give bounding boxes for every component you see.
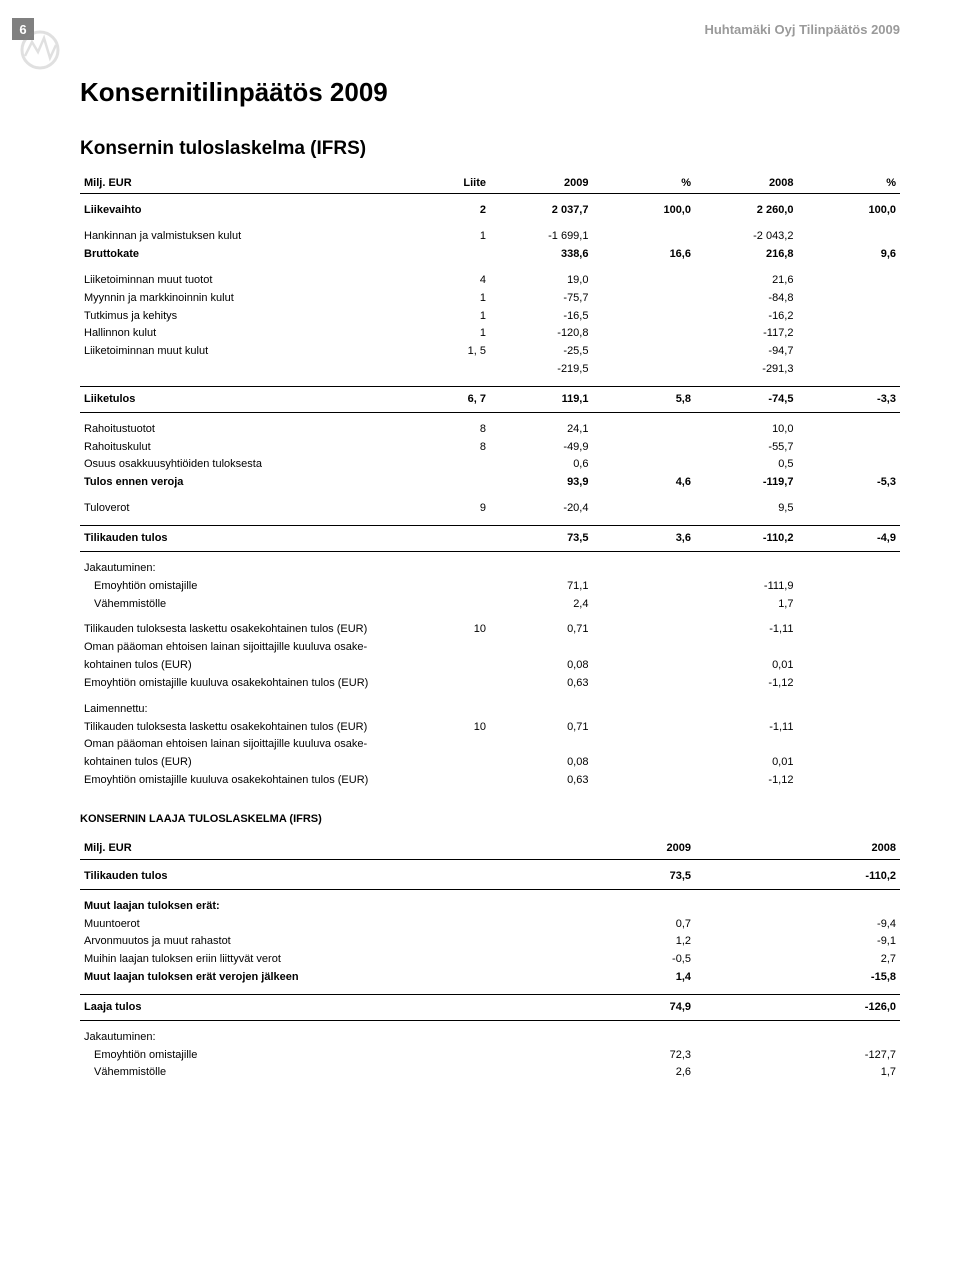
table-row: Arvonmuutos ja muut rahastot 1,2 -9,1: [80, 933, 900, 951]
table-row: Tilikauden tulos 73,5 3,6 -110,2 -4,9: [80, 526, 900, 552]
page-title: Konsernitilinpäätös 2009: [80, 77, 900, 108]
col-header: %: [797, 174, 900, 194]
table-row: Muihin laajan tuloksen eriin liittyvät v…: [80, 951, 900, 969]
col-header: Milj. EUR: [80, 174, 441, 194]
income-statement-table: Milj. EUR Liite 2009 % 2008 % Liikevaiht…: [80, 174, 900, 789]
table-row: -219,5 -291,3: [80, 361, 900, 379]
section-title: Konsernin tuloslaskelma (IFRS): [80, 138, 900, 160]
table-row: Myynnin ja markkinoinnin kulut 1 -75,7 -…: [80, 289, 900, 307]
table-row: kohtainen tulos (EUR) 0,08 0,01: [80, 754, 900, 772]
table-row: Tilikauden tulos 73,5 -110,2: [80, 867, 900, 889]
table-row: Liiketulos 6, 7 119,1 5,8 -74,5 -3,3: [80, 386, 900, 412]
table-row: Rahoitustuotot 8 24,1 10,0: [80, 420, 900, 438]
table-row: Vähemmistölle 2,4 1,7: [80, 595, 900, 613]
col-header: Liite: [441, 174, 490, 194]
table-row: Muut laajan tuloksen erät:: [80, 897, 900, 915]
table-row: Tilikauden tuloksesta laskettu osakekoht…: [80, 621, 900, 639]
document-header: Huhtamäki Oyj Tilinpäätös 2009: [0, 0, 960, 37]
col-header: 2009: [490, 174, 593, 194]
table-row: Tilikauden tuloksesta laskettu osakekoht…: [80, 718, 900, 736]
table-row: kohtainen tulos (EUR) 0,08 0,01: [80, 657, 900, 675]
table-row: Emoyhtiön omistajille kuuluva osakekohta…: [80, 674, 900, 692]
table-row: Muut laajan tuloksen erät verojen jälkee…: [80, 969, 900, 987]
table-row: Liikevaihto 2 2 037,7 100,0 2 260,0 100,…: [80, 202, 900, 220]
table-row: Osuus osakkuusyhtiöiden tuloksesta 0,6 0…: [80, 456, 900, 474]
logo-icon: [20, 30, 60, 70]
table-row: Laimennettu:: [80, 700, 900, 718]
col-header: 2009: [490, 839, 695, 859]
table-row: Jakautuminen:: [80, 559, 900, 577]
table-row: Jakautuminen:: [80, 1028, 900, 1046]
section-title-2: KONSERNIN LAAJA TULOSLASKELMA (IFRS): [80, 813, 900, 825]
col-header: Milj. EUR: [80, 839, 490, 859]
table-row: Oman pääoman ehtoisen lainan sijoittajil…: [80, 639, 900, 657]
table-row: Vähemmistölle 2,6 1,7: [80, 1064, 900, 1082]
table-row: Emoyhtiön omistajille 71,1 -111,9: [80, 577, 900, 595]
table-row: Oman pääoman ehtoisen lainan sijoittajil…: [80, 736, 900, 754]
table-row: Emoyhtiön omistajille 72,3 -127,7: [80, 1046, 900, 1064]
table-row: Laaja tulos 74,9 -126,0: [80, 994, 900, 1020]
table-row: Tuloverot 9 -20,4 9,5: [80, 500, 900, 518]
col-header: %: [592, 174, 695, 194]
table-row: Liiketoiminnan muut kulut 1, 5 -25,5 -94…: [80, 343, 900, 361]
table-row: Tutkimus ja kehitys 1 -16,5 -16,2: [80, 307, 900, 325]
table-row: Hallinnon kulut 1 -120,8 -117,2: [80, 325, 900, 343]
col-header: 2008: [695, 839, 900, 859]
col-header: 2008: [695, 174, 798, 194]
table-row: Muuntoerot 0,7 -9,4: [80, 915, 900, 933]
table-row: Bruttokate 338,6 16,6 216,8 9,6: [80, 246, 900, 264]
table-row: Tulos ennen veroja 93,9 4,6 -119,7 -5,3: [80, 474, 900, 492]
table-row: Emoyhtiön omistajille kuuluva osakekohta…: [80, 772, 900, 790]
table-row: Hankinnan ja valmistuksen kulut 1 -1 699…: [80, 228, 900, 246]
comprehensive-income-table: Milj. EUR 2009 2008 Tilikauden tulos 73,…: [80, 839, 900, 1081]
table-row: Liiketoiminnan muut tuotot 4 19,0 21,6: [80, 271, 900, 289]
table-row: Rahoituskulut 8 -49,9 -55,7: [80, 438, 900, 456]
